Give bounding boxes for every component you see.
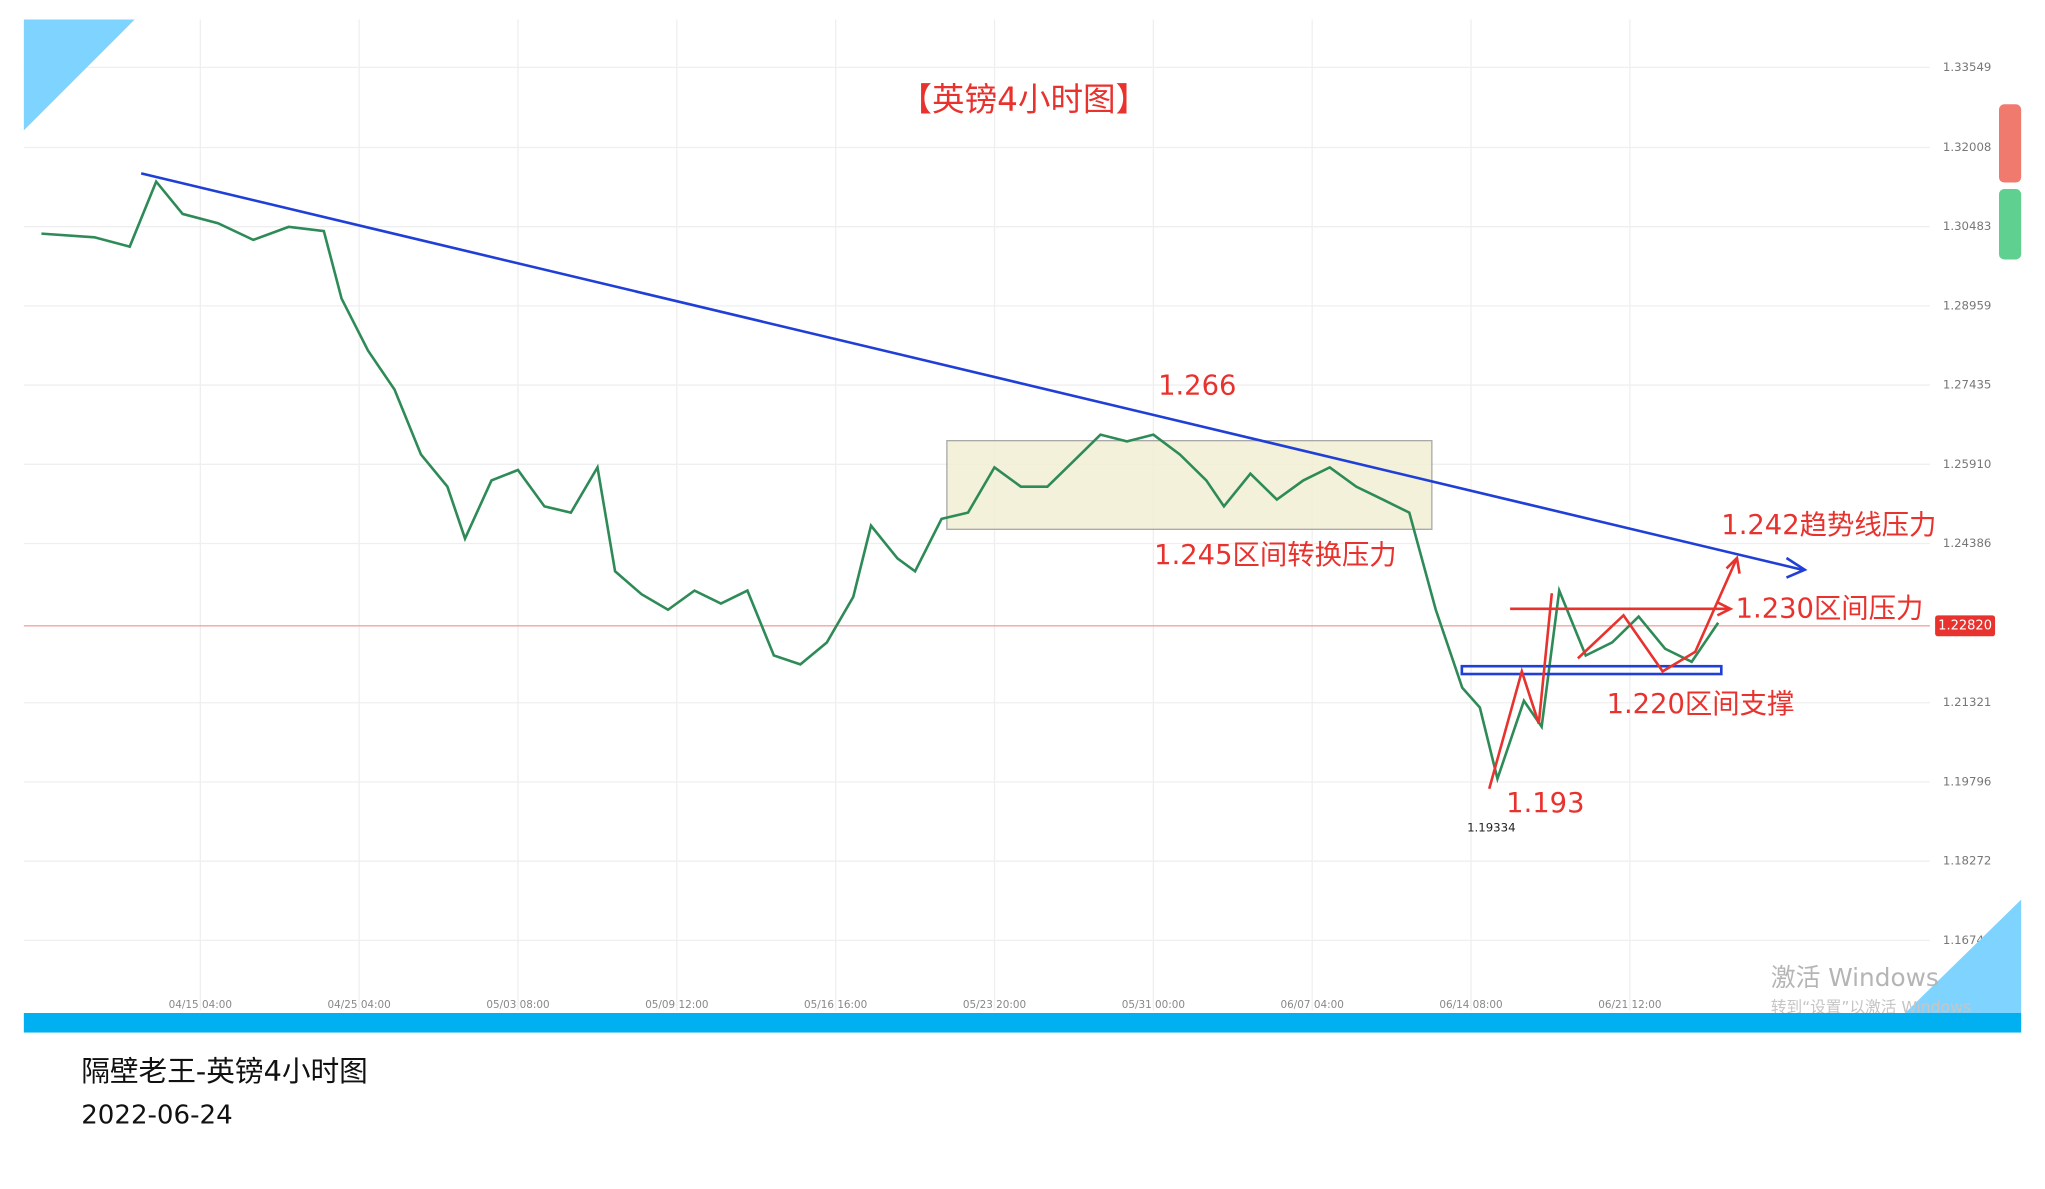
arrow-head (1785, 556, 1808, 579)
low-label: 1.19334 (1467, 820, 1515, 834)
annotation: 1.193 (1506, 788, 1584, 819)
range-box (946, 440, 1433, 530)
y-tick-label: 1.19796 (1943, 774, 1991, 788)
x-tick-label: 05/03 08:00 (486, 999, 549, 1011)
side-button[interactable] (1998, 104, 2022, 183)
path-arrow (1487, 593, 1554, 790)
support-box (1460, 664, 1723, 676)
annotation: 1.242趋势线压力 (1721, 510, 1936, 541)
annotation: 1.220区间支撑 (1607, 689, 1795, 720)
corner-decoration (23, 19, 135, 131)
annotation: 1.245区间转换压力 (1154, 540, 1396, 571)
chart-title: 【英镑4小时图】 (899, 81, 1148, 119)
x-tick-label: 06/07 04:00 (1281, 999, 1344, 1011)
x-tick-label: 06/14 08:00 (1439, 999, 1502, 1011)
x-tick-label: 05/31 00:00 (1122, 999, 1185, 1011)
watermark: 转到“设置”以激活 Windows (1771, 997, 1971, 1016)
price-line (41, 179, 1720, 784)
y-tick-label: 1.30483 (1943, 219, 1991, 233)
watermark: 激活 Windows (1771, 963, 1939, 992)
footer-date: 2022-06-24 (81, 1100, 232, 1130)
x-tick-label: 06/21 12:00 (1598, 999, 1661, 1011)
y-tick-label: 1.32008 (1943, 140, 1991, 154)
y-tick-label: 1.18272 (1943, 854, 1991, 868)
x-tick-label: 05/09 12:00 (645, 999, 708, 1011)
y-tick-label: 1.24386 (1943, 536, 1991, 550)
trend-line (140, 172, 1803, 571)
bottom-bar (23, 1012, 2022, 1033)
price-tag (1935, 615, 1996, 637)
side-button[interactable] (1998, 189, 2022, 260)
arrow-head (1716, 601, 1734, 617)
x-tick-label: 05/16 16:00 (804, 999, 867, 1011)
footer-caption: 隔壁老王-英镑4小时图 (81, 1054, 368, 1088)
x-tick-label: 04/25 04:00 (328, 999, 391, 1011)
arrow-head (1725, 555, 1741, 574)
y-tick-label: 1.25910 (1943, 457, 1991, 471)
y-tick-label: 1.28959 (1943, 298, 1991, 312)
price-tag-label: 1.22820 (1938, 618, 1992, 633)
y-tick-label: 1.21321 (1943, 695, 1991, 709)
annotation: 1.266 (1158, 371, 1236, 402)
y-tick-label: 1.27435 (1943, 378, 1991, 392)
y-tick-label: 1.33549 (1943, 60, 1991, 74)
path-arrow (1576, 557, 1739, 674)
annotation: 1.230区间压力 (1736, 594, 1924, 625)
x-tick-label: 05/23 20:00 (963, 999, 1026, 1011)
x-tick-label: 04/15 04:00 (169, 999, 232, 1011)
corner-decoration (1903, 899, 2022, 1015)
